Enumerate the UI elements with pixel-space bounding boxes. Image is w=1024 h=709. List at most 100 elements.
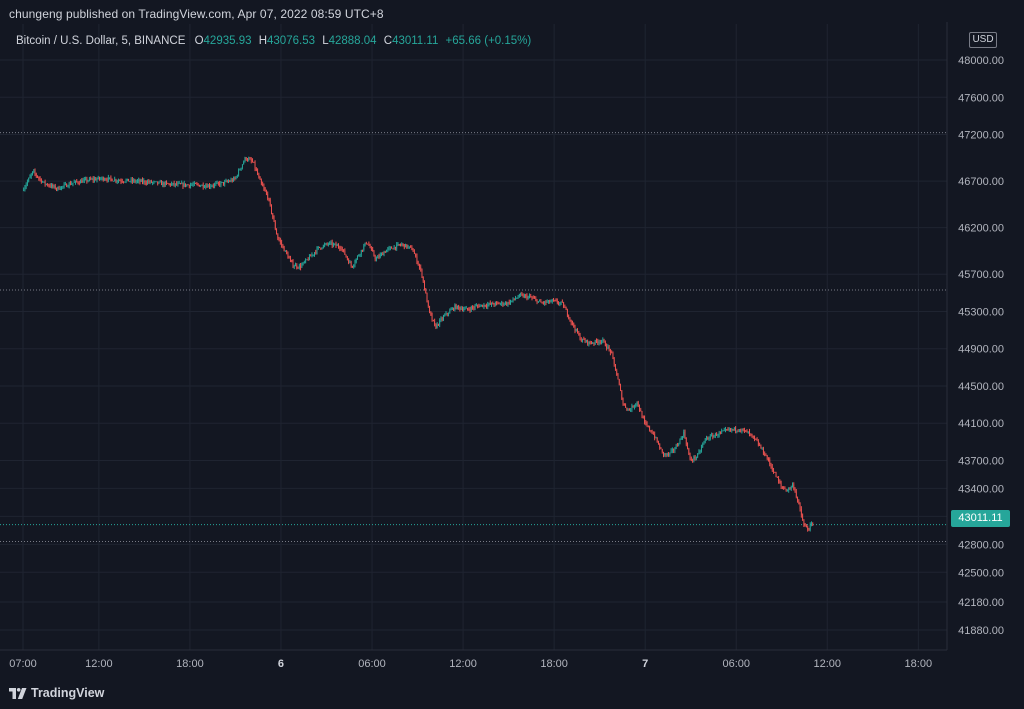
candle-body: [783, 487, 785, 489]
candle-body: [114, 179, 116, 182]
candle-body: [242, 164, 243, 168]
candle-body: [291, 259, 293, 262]
candle-body: [668, 453, 669, 455]
candle-body: [609, 349, 611, 353]
symbol-name: Bitcoin / U.S. Dollar, 5, BINANCE: [16, 35, 186, 47]
price-tick-label: 47600.00: [958, 92, 1004, 104]
candle-body: [33, 170, 35, 172]
candle-body: [57, 186, 59, 189]
candle-body: [329, 242, 331, 245]
candle-body: [769, 459, 771, 464]
candle-body: [307, 259, 309, 261]
candle-body: [290, 258, 291, 260]
candle-body: [191, 184, 193, 186]
candle-body: [71, 183, 73, 185]
candle-body: [677, 445, 678, 447]
candle-body: [25, 184, 27, 188]
time-tick-label: 07:00: [9, 658, 37, 670]
candle-body: [794, 488, 796, 492]
candle-body: [91, 178, 93, 180]
candle-body: [749, 431, 750, 434]
candle-body: [678, 444, 680, 446]
candle-body: [441, 318, 443, 320]
candle-body: [531, 297, 533, 298]
currency-button[interactable]: USD: [969, 32, 997, 48]
candle-body: [186, 184, 188, 186]
candle-body: [169, 183, 171, 186]
candle-body: [738, 430, 740, 432]
candle-body: [747, 431, 749, 433]
candle-body: [118, 180, 119, 182]
horizontal-levels: [0, 132, 947, 543]
candle-body: [143, 180, 145, 183]
candle-body: [200, 185, 202, 187]
candle-body: [804, 525, 806, 527]
candle-body: [215, 183, 217, 185]
candle-body: [526, 295, 528, 299]
candle-body: [167, 183, 169, 184]
candle-body: [479, 305, 481, 308]
candle-body: [656, 437, 658, 443]
candle-body: [468, 309, 470, 311]
candle-body: [714, 433, 716, 436]
candle-body: [556, 300, 558, 303]
candle-body: [276, 228, 277, 235]
candle-body: [381, 253, 382, 255]
candle-body: [740, 430, 742, 432]
low-value: 42888.04: [328, 35, 377, 47]
candle-body: [598, 341, 600, 343]
candle-body: [225, 180, 227, 182]
candle-body: [234, 178, 236, 179]
candle-body: [150, 180, 152, 183]
candle-body: [546, 301, 548, 303]
candle-body: [701, 447, 702, 451]
candle-body: [333, 244, 334, 246]
candle-body: [367, 243, 368, 245]
candle-body: [88, 178, 90, 181]
candle-body: [453, 308, 454, 310]
candle-body: [123, 181, 124, 183]
candle-body: [410, 246, 411, 248]
candle-body: [773, 470, 774, 472]
candle-body: [212, 185, 214, 187]
candle-body: [503, 304, 505, 305]
candle-body: [494, 302, 496, 305]
candle-body: [792, 484, 793, 487]
candle-body: [587, 340, 589, 345]
candle-body: [310, 255, 312, 257]
candle-body: [426, 293, 428, 303]
candle-body: [192, 184, 194, 186]
candle-body: [286, 250, 288, 254]
candle-body: [647, 425, 649, 427]
time-tick-label: 18:00: [540, 658, 568, 670]
candle-body: [193, 183, 195, 185]
candle-body: [446, 313, 448, 314]
candle-body: [567, 309, 568, 316]
candle-body: [539, 300, 540, 302]
candle-body: [788, 487, 790, 491]
candle-body: [128, 178, 129, 182]
candle-body: [173, 182, 175, 185]
candle-body: [569, 318, 571, 320]
candle-body: [398, 244, 400, 245]
candle-body: [90, 178, 92, 180]
candle-body: [230, 179, 232, 182]
candle-body: [623, 403, 625, 406]
candle-body: [593, 343, 595, 344]
candle-body: [407, 246, 409, 248]
candle-body: [370, 247, 372, 249]
change-value: +65.66 (+0.15%): [445, 35, 532, 47]
candle-body: [637, 401, 639, 407]
price-axis: 48000.00 47600.00 47200.00 46700.00 46200.00…: [958, 55, 1004, 637]
candle-body: [174, 183, 176, 185]
candle-body: [687, 444, 688, 449]
candle-body: [386, 249, 387, 253]
time-tick-label: 06:00: [722, 658, 750, 670]
candle-body: [693, 456, 695, 461]
candle-body: [680, 437, 682, 440]
candle-body: [80, 180, 81, 184]
candle-body: [644, 418, 645, 422]
candle-body: [445, 313, 447, 315]
candle-body: [269, 199, 271, 205]
